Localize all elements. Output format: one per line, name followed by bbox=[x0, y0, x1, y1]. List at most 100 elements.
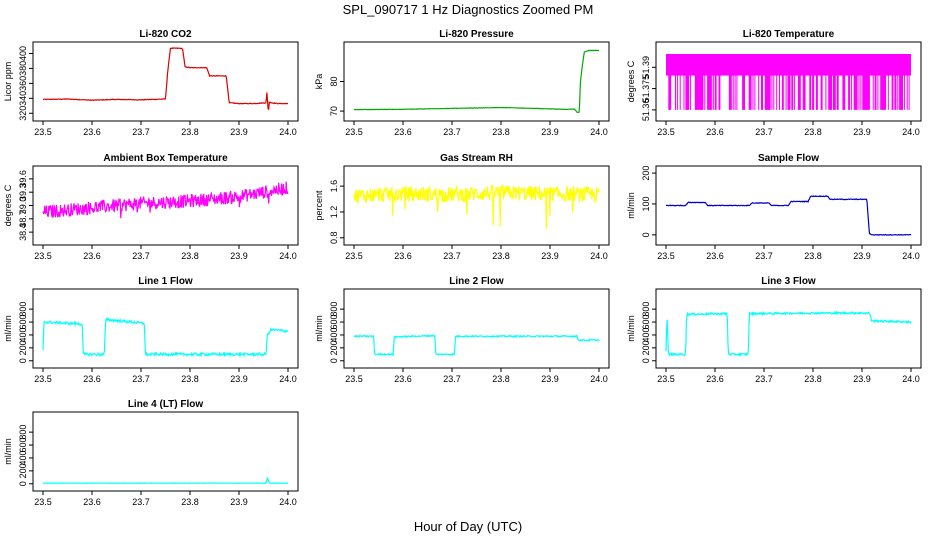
x-tick-label: 23.8 bbox=[804, 127, 822, 137]
y-tick-label: 0 bbox=[641, 358, 651, 363]
series-line bbox=[665, 310, 912, 358]
series-line bbox=[42, 47, 289, 111]
y-axis-label: ml/min bbox=[626, 315, 636, 342]
x-tick-label: 23.5 bbox=[34, 251, 52, 261]
panel-title: Sample Flow bbox=[758, 153, 819, 164]
y-tick-label: 0 bbox=[18, 481, 28, 486]
panel-title: Li-820 Pressure bbox=[439, 29, 514, 40]
y-tick-label: 400 bbox=[641, 327, 651, 342]
panel-8: Line 3 Flow 23.5 23.6 23.7 23.8 23.9 24.0 0 2004… bbox=[626, 276, 922, 384]
y-tick-label: 0 bbox=[329, 358, 339, 363]
x-tick-label: 24.0 bbox=[902, 251, 920, 261]
x-tick-label: 23.9 bbox=[541, 374, 559, 384]
y-tick-label: 400 bbox=[329, 327, 339, 342]
series-line bbox=[353, 333, 600, 357]
series-line bbox=[43, 476, 289, 484]
plot-frame bbox=[655, 165, 922, 246]
y-tick-label: 320 bbox=[18, 106, 28, 121]
y-tick-label: 340 bbox=[18, 91, 28, 106]
x-tick-label: 23.6 bbox=[83, 374, 101, 384]
y-tick-label: 80 bbox=[329, 76, 339, 86]
plot-frame bbox=[32, 41, 299, 122]
x-tick-label: 23.9 bbox=[230, 251, 248, 261]
plot-frame bbox=[655, 41, 922, 122]
y-tick-label: 200 bbox=[641, 166, 651, 181]
x-tick-label: 23.8 bbox=[804, 374, 822, 384]
x-tick-label: 23.9 bbox=[230, 497, 248, 507]
x-tick-label: 23.9 bbox=[853, 251, 871, 261]
panel-title: Li-820 Temperature bbox=[743, 29, 835, 40]
series-line bbox=[665, 195, 911, 236]
x-tick-label: 24.0 bbox=[902, 374, 920, 384]
panel-title: Line 2 Flow bbox=[449, 276, 504, 287]
y-tick-label: 39.0 bbox=[18, 197, 28, 215]
x-tick-label: 23.7 bbox=[755, 374, 773, 384]
x-tick-label: 23.8 bbox=[804, 251, 822, 261]
x-tick-label: 23.5 bbox=[345, 374, 363, 384]
x-tick-label: 23.7 bbox=[755, 251, 773, 261]
x-tick-label: 23.8 bbox=[181, 251, 199, 261]
x-tick-label: 23.7 bbox=[132, 497, 150, 507]
y-tick-label: 39.6 bbox=[18, 170, 28, 188]
y-axis-label: percent bbox=[314, 190, 324, 221]
plot-frame bbox=[343, 288, 610, 369]
x-tick-label: 23.8 bbox=[181, 374, 199, 384]
panel-1: Li-820 Pressure 23.5 23.6 23.7 23.8 23.9 24.0 7… bbox=[314, 29, 610, 137]
x-tick-label: 23.5 bbox=[657, 127, 675, 137]
panel-title: Line 3 Flow bbox=[761, 276, 816, 287]
plot-frame bbox=[32, 411, 299, 492]
x-tick-label: 23.5 bbox=[34, 127, 52, 137]
y-tick-label: 600 bbox=[18, 438, 28, 453]
y-axis-label: degrees C bbox=[626, 60, 636, 102]
x-tick-label: 23.5 bbox=[657, 374, 675, 384]
y-tick-label: 38.7 bbox=[18, 210, 28, 228]
y-tick-label: 800 bbox=[329, 302, 339, 317]
panel-title: Li-820 CO2 bbox=[139, 29, 192, 40]
y-tick-label: 51.375 bbox=[641, 75, 651, 103]
x-tick-label: 23.7 bbox=[443, 374, 461, 384]
x-tick-label: 23.9 bbox=[541, 127, 559, 137]
panel-title: Gas Stream RH bbox=[440, 153, 513, 164]
y-tick-label: 200 bbox=[329, 340, 339, 355]
y-tick-label: 1.2 bbox=[329, 206, 339, 219]
series-line bbox=[354, 49, 600, 113]
plot-frame bbox=[343, 165, 610, 246]
x-axis-label: Hour of Day (UTC) bbox=[414, 519, 522, 534]
y-tick-label: 600 bbox=[641, 315, 651, 330]
x-tick-label: 23.5 bbox=[34, 497, 52, 507]
x-tick-label: 23.6 bbox=[83, 251, 101, 261]
y-tick-label: 600 bbox=[18, 315, 28, 330]
plot-frame bbox=[655, 288, 922, 369]
y-tick-label: 200 bbox=[18, 463, 28, 478]
y-tick-label: 70 bbox=[329, 106, 339, 116]
x-tick-label: 23.7 bbox=[132, 127, 150, 137]
x-tick-label: 24.0 bbox=[279, 251, 297, 261]
panel-3: Ambient Box Temperature 23.5 23.6 23.7 23.8 2… bbox=[3, 153, 299, 261]
y-tick-label: 51.36 bbox=[641, 99, 651, 122]
x-tick-label: 23.5 bbox=[345, 251, 363, 261]
x-tick-label: 23.9 bbox=[230, 127, 248, 137]
y-tick-label: 360 bbox=[18, 76, 28, 91]
y-tick-label: 600 bbox=[329, 315, 339, 330]
x-tick-label: 23.6 bbox=[83, 127, 101, 137]
x-tick-label: 23.5 bbox=[657, 251, 675, 261]
x-tick-label: 23.6 bbox=[706, 374, 724, 384]
y-tick-label: 400 bbox=[18, 450, 28, 465]
x-tick-label: 23.8 bbox=[492, 127, 510, 137]
x-tick-label: 24.0 bbox=[279, 127, 297, 137]
plot-frame bbox=[32, 288, 299, 369]
y-tick-label: 51.39 bbox=[641, 56, 651, 79]
panel-4: Gas Stream RH 23.5 23.6 23.7 23.8 23.9 24.0 0.8… bbox=[314, 153, 610, 261]
x-tick-label: 23.7 bbox=[132, 374, 150, 384]
panel-title: Ambient Box Temperature bbox=[103, 153, 228, 164]
x-tick-label: 24.0 bbox=[279, 497, 297, 507]
x-tick-label: 23.8 bbox=[492, 251, 510, 261]
y-tick-label: 400 bbox=[18, 327, 28, 342]
y-tick-label: 1.6 bbox=[329, 180, 339, 193]
series-line bbox=[42, 181, 289, 219]
x-tick-label: 23.9 bbox=[853, 374, 871, 384]
y-axis-label: ml/min bbox=[626, 192, 636, 219]
y-tick-label: 38.4 bbox=[18, 223, 28, 241]
y-tick-label: 200 bbox=[641, 340, 651, 355]
